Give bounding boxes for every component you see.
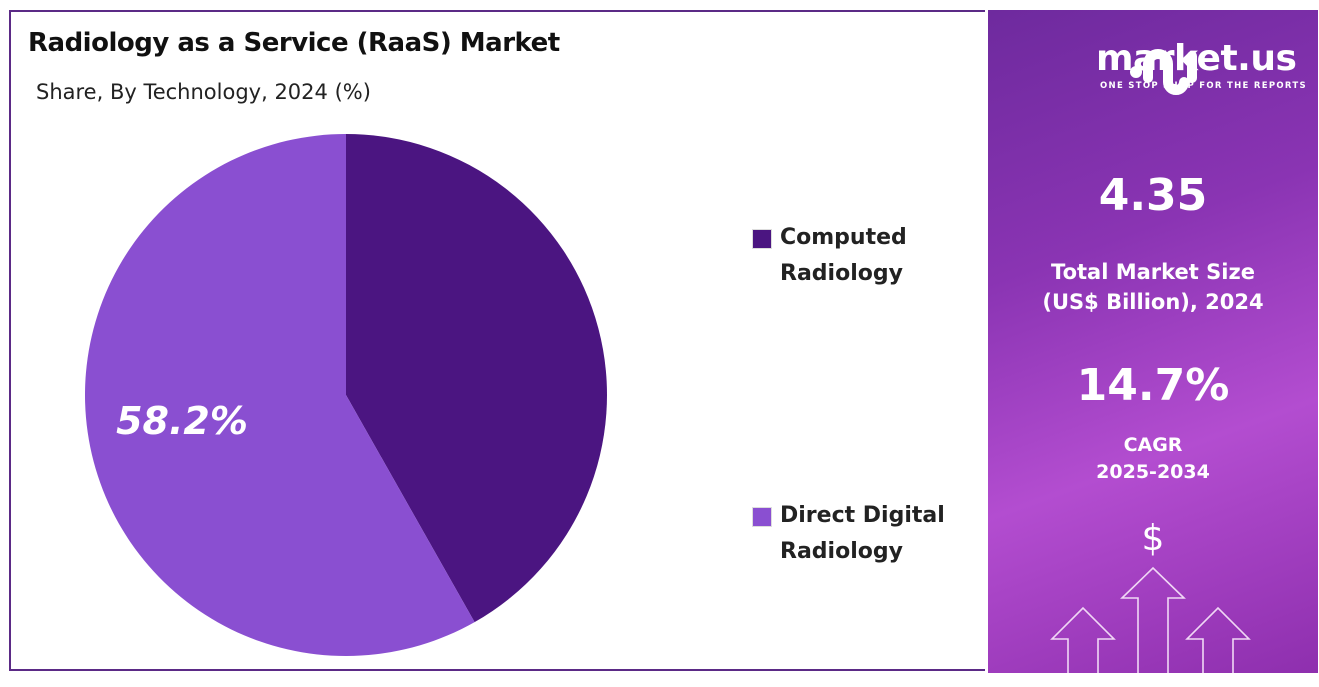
legend-swatch bbox=[752, 229, 772, 249]
legend-item-direct-digital: Direct Digital Radiology bbox=[752, 498, 960, 570]
cagr-label: CAGR bbox=[1123, 434, 1183, 456]
cagr-value: 14.7% bbox=[1076, 360, 1230, 411]
logo-tagline: ONE STOP SHOP FOR THE REPORTS bbox=[1100, 81, 1307, 91]
pie-slice-direct-digital-radiology bbox=[85, 134, 475, 656]
cagr-period: 2025-2034 bbox=[1096, 461, 1210, 483]
market-size-label: Total Market Size bbox=[1051, 260, 1255, 284]
dollar-icon: $ bbox=[1141, 518, 1165, 559]
chart-panel bbox=[9, 10, 985, 671]
legend-label: Computed Radiology bbox=[780, 225, 907, 286]
legend-item-computed: Computed Radiology bbox=[752, 220, 960, 292]
market-us-logo: market.us ONE STOP SHOP FOR THE REPORTS bbox=[1018, 38, 1308, 98]
pie-slice-computed-radiology bbox=[346, 134, 608, 623]
market-size-value: 4.35 bbox=[1098, 170, 1208, 221]
logo-text: market.us bbox=[1096, 38, 1297, 79]
market-size-label-2: (US$ Billion), 2024 bbox=[1042, 290, 1264, 314]
legend-label: Direct Digital Radiology bbox=[780, 503, 945, 564]
chart-title: Radiology as a Service (RaaS) Market bbox=[28, 28, 560, 58]
logo-icon bbox=[1129, 49, 1197, 95]
legend-swatch bbox=[752, 507, 772, 527]
summary-panel: market.us ONE STOP SHOP FOR THE REPORTS … bbox=[988, 10, 1318, 673]
chart-subtitle: Share, By Technology, 2024 (%) bbox=[36, 80, 371, 104]
pie-chart: 58.2% bbox=[85, 134, 608, 656]
arrow-up-icon bbox=[1050, 566, 1251, 673]
data-label-direct-digital: 58.2% bbox=[116, 399, 248, 443]
